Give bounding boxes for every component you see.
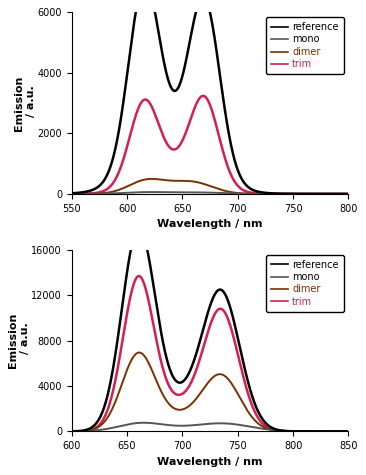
Line: dimer: dimer	[72, 352, 348, 431]
trim	[70, 191, 74, 197]
Line: mono: mono	[72, 423, 348, 431]
mono	[117, 190, 122, 196]
trim	[311, 191, 315, 197]
trim	[117, 354, 122, 360]
reference	[117, 322, 122, 327]
trim	[346, 428, 351, 434]
reference	[117, 123, 122, 128]
reference	[101, 407, 105, 412]
dimer	[101, 190, 105, 196]
mono	[188, 190, 192, 195]
trim	[341, 428, 345, 434]
trim	[137, 273, 141, 279]
dimer	[117, 387, 122, 393]
dimer	[150, 176, 154, 182]
X-axis label: Wavelength / nm: Wavelength / nm	[157, 219, 263, 229]
Line: mono: mono	[72, 192, 348, 194]
mono	[70, 428, 74, 434]
dimer	[341, 191, 345, 197]
trim	[117, 167, 122, 173]
dimer	[176, 407, 180, 412]
reference	[70, 428, 74, 434]
mono	[176, 190, 180, 195]
trim	[188, 382, 192, 388]
Line: trim: trim	[72, 276, 348, 431]
Legend: reference, mono, dimer, trim: reference, mono, dimer, trim	[266, 255, 344, 312]
Y-axis label: Emission
 / a.u.: Emission / a.u.	[8, 313, 30, 368]
mono	[346, 428, 351, 434]
X-axis label: Wavelength / nm: Wavelength / nm	[157, 456, 263, 466]
mono	[142, 420, 146, 426]
trim	[176, 392, 180, 398]
trim	[101, 188, 105, 194]
mono	[311, 428, 315, 434]
Line: reference: reference	[72, 0, 348, 194]
dimer	[70, 428, 74, 434]
reference	[101, 179, 105, 184]
mono	[150, 189, 154, 195]
reference	[346, 191, 351, 197]
dimer	[188, 402, 192, 408]
trim	[188, 118, 192, 124]
dimer	[101, 420, 105, 426]
mono	[346, 191, 351, 197]
mono	[117, 423, 122, 429]
reference	[137, 225, 141, 231]
dimer	[188, 178, 192, 184]
reference	[70, 190, 74, 196]
mono	[70, 191, 74, 197]
mono	[188, 423, 192, 428]
trim	[311, 428, 315, 434]
mono	[176, 423, 180, 428]
reference	[341, 191, 345, 197]
Line: dimer: dimer	[72, 179, 348, 194]
Y-axis label: Emission
 / a.u.: Emission / a.u.	[15, 76, 36, 131]
reference	[311, 428, 315, 434]
trim	[101, 417, 105, 422]
mono	[101, 191, 105, 197]
trim	[176, 145, 180, 151]
dimer	[117, 187, 122, 192]
dimer	[311, 428, 315, 434]
mono	[341, 191, 345, 197]
trim	[201, 93, 205, 99]
reference	[341, 428, 345, 434]
dimer	[70, 191, 74, 197]
mono	[101, 427, 105, 432]
Legend: reference, mono, dimer, trim: reference, mono, dimer, trim	[266, 17, 344, 74]
mono	[341, 428, 345, 434]
mono	[311, 191, 315, 197]
reference	[188, 368, 192, 374]
reference	[176, 86, 180, 91]
Line: reference: reference	[72, 228, 348, 431]
dimer	[346, 428, 351, 434]
trim	[70, 428, 74, 434]
trim	[346, 191, 351, 197]
reference	[346, 428, 351, 434]
dimer	[137, 350, 141, 355]
dimer	[346, 191, 351, 197]
reference	[176, 380, 180, 385]
reference	[311, 191, 315, 197]
dimer	[341, 428, 345, 434]
trim	[341, 191, 345, 197]
Line: trim: trim	[72, 96, 348, 194]
dimer	[311, 191, 315, 197]
reference	[188, 38, 192, 44]
dimer	[176, 178, 180, 184]
